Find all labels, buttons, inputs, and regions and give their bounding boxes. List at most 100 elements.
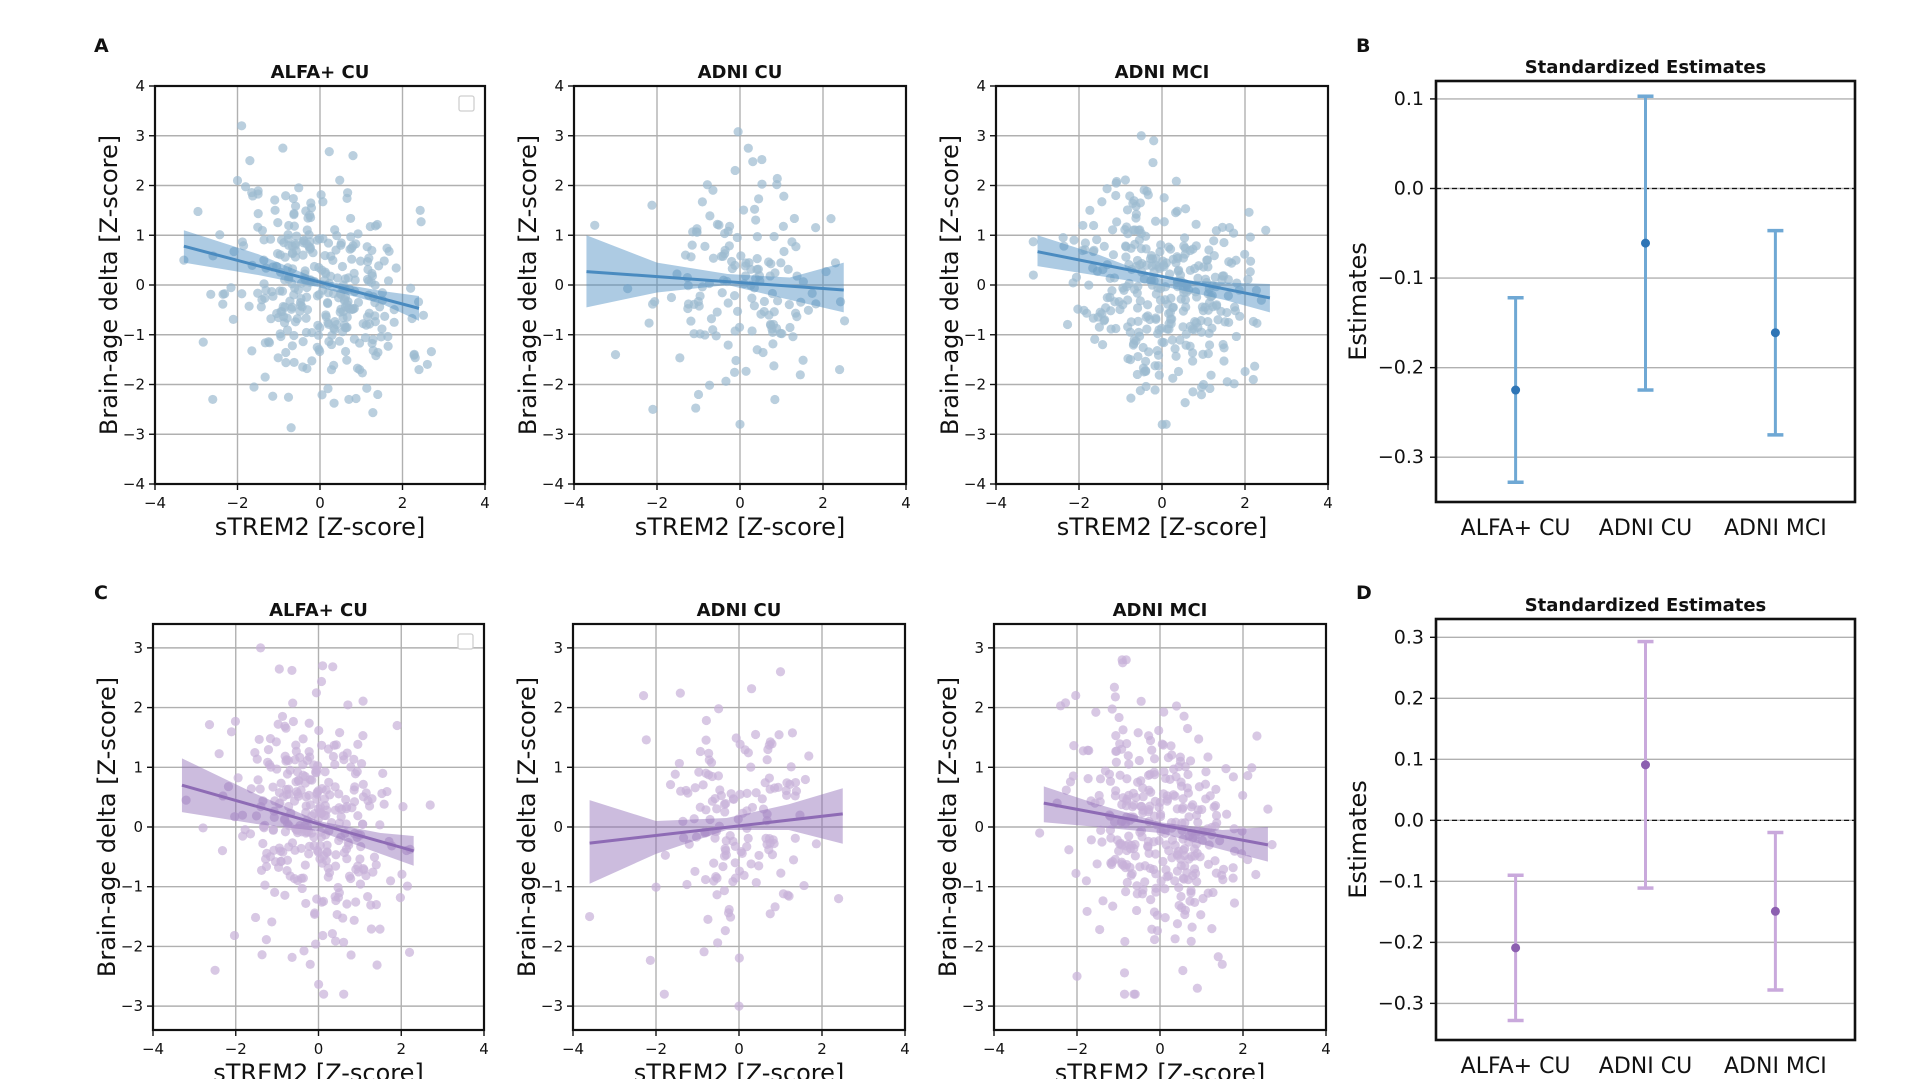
data-point <box>1170 344 1180 354</box>
data-point <box>1168 373 1178 383</box>
data-point <box>263 337 274 347</box>
data-point <box>1179 287 1189 298</box>
y-tick-label: 1 <box>976 226 986 244</box>
data-point <box>1136 131 1146 141</box>
data-point <box>713 938 723 948</box>
data-point <box>382 786 392 797</box>
data-point <box>763 744 773 755</box>
data-point <box>683 788 693 798</box>
data-point <box>712 219 723 229</box>
data-point <box>770 902 780 912</box>
data-point <box>769 838 779 849</box>
data-point <box>377 324 387 334</box>
data-point <box>1171 817 1181 827</box>
data-point <box>294 183 304 193</box>
data-point <box>226 727 237 737</box>
data-point <box>1240 366 1250 377</box>
data-point <box>790 791 800 801</box>
data-point <box>1188 356 1198 366</box>
y-tick-label: −4 <box>542 475 564 493</box>
data-point <box>251 811 262 821</box>
data-point <box>1193 273 1203 283</box>
data-point <box>1111 757 1121 767</box>
data-point <box>355 854 365 864</box>
data-point <box>788 855 799 865</box>
data-point <box>783 264 793 275</box>
data-point <box>1181 302 1191 312</box>
data-point <box>1086 835 1096 845</box>
y-tick-label: 0.0 <box>1394 177 1424 199</box>
data-point <box>261 934 271 945</box>
data-point <box>751 877 761 888</box>
data-point <box>283 229 293 240</box>
x-axis-label: sTREM2 [Z-score] <box>635 513 846 541</box>
data-point <box>1211 810 1222 821</box>
data-point <box>769 231 779 242</box>
data-point <box>330 782 340 792</box>
data-point <box>1083 745 1093 755</box>
y-tick-label: −0.1 <box>1378 267 1424 289</box>
y-tick-label: −3 <box>121 997 143 1015</box>
chart-title: ADNI MCI <box>1115 62 1210 83</box>
data-point <box>297 883 307 894</box>
data-point <box>415 205 425 215</box>
data-point <box>324 868 335 878</box>
y-tick-label: −2 <box>542 376 564 394</box>
data-point <box>1120 175 1130 185</box>
data-point <box>1221 764 1231 774</box>
data-point <box>244 301 254 311</box>
data-point <box>328 751 339 762</box>
data-point <box>743 833 753 843</box>
data-point <box>266 314 276 324</box>
data-point <box>1180 398 1190 408</box>
data-point <box>1117 859 1127 869</box>
data-point <box>1154 725 1164 736</box>
y-tick-label: −1 <box>121 878 143 896</box>
data-point <box>1155 247 1165 257</box>
data-point <box>703 770 714 780</box>
data-point <box>223 782 234 792</box>
data-point <box>280 827 291 837</box>
data-point <box>368 408 378 418</box>
data-point <box>298 362 308 372</box>
y-tick-label: −3 <box>541 997 563 1015</box>
panel-label-a: A <box>94 35 109 57</box>
data-point <box>1102 184 1112 194</box>
data-point <box>1178 965 1188 976</box>
data-point <box>752 232 762 242</box>
data-point <box>378 768 388 778</box>
data-point <box>320 767 330 777</box>
data-point <box>328 255 338 265</box>
data-point <box>804 751 814 761</box>
data-point <box>284 274 294 284</box>
data-point <box>1136 696 1146 706</box>
data-point <box>198 823 208 833</box>
data-point <box>1126 317 1136 327</box>
data-point <box>1119 285 1129 295</box>
data-point <box>732 306 743 317</box>
data-point <box>1179 874 1189 884</box>
data-point <box>1143 311 1153 321</box>
data-point <box>1058 233 1068 243</box>
data-point <box>274 664 284 674</box>
data-point <box>296 843 306 854</box>
data-point <box>280 890 290 900</box>
data-point <box>361 871 371 881</box>
regression-line <box>586 270 844 292</box>
data-point <box>323 288 333 298</box>
data-point <box>233 773 243 783</box>
data-point <box>282 855 293 865</box>
data-point <box>220 289 230 299</box>
data-point <box>305 959 315 969</box>
data-point <box>1219 356 1229 366</box>
data-point <box>1206 370 1216 380</box>
data-point <box>335 728 345 738</box>
data-point <box>1147 924 1157 934</box>
data-point <box>1228 863 1238 873</box>
data-point <box>734 1001 744 1011</box>
category-label: ADNI CU <box>1599 516 1692 541</box>
data-point <box>1159 707 1169 717</box>
data-point <box>1059 241 1069 251</box>
data-point <box>1179 241 1189 251</box>
data-point <box>1105 776 1116 786</box>
